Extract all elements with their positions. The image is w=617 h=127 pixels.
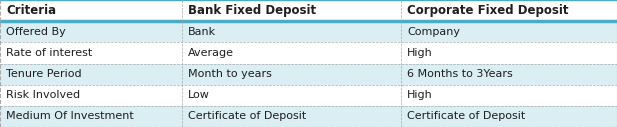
Text: Month to years: Month to years — [188, 69, 272, 79]
Text: Bank Fixed Deposit: Bank Fixed Deposit — [188, 4, 317, 17]
Text: 6 Months to 3Years: 6 Months to 3Years — [407, 69, 513, 79]
Bar — [401, 0, 617, 21]
Bar — [0, 42, 617, 64]
Bar — [0, 85, 617, 106]
Text: Low: Low — [188, 90, 210, 100]
Text: Risk Involved: Risk Involved — [6, 90, 80, 100]
Text: Certificate of Deposit: Certificate of Deposit — [407, 111, 526, 121]
Text: Certificate of Deposit: Certificate of Deposit — [188, 111, 307, 121]
Text: Corporate Fixed Deposit: Corporate Fixed Deposit — [407, 4, 569, 17]
Text: Tenure Period: Tenure Period — [6, 69, 82, 79]
Bar — [0, 0, 182, 21]
Text: Rate of interest: Rate of interest — [6, 48, 93, 58]
Text: Offered By: Offered By — [6, 27, 66, 37]
Bar — [0, 21, 617, 42]
Bar — [0, 106, 617, 127]
Bar — [182, 0, 401, 21]
Text: High: High — [407, 90, 433, 100]
Bar — [0, 64, 617, 85]
Text: Criteria: Criteria — [6, 4, 56, 17]
Text: High: High — [407, 48, 433, 58]
Text: Average: Average — [188, 48, 234, 58]
Text: Medium Of Investment: Medium Of Investment — [6, 111, 134, 121]
Text: Company: Company — [407, 27, 460, 37]
Text: Bank: Bank — [188, 27, 217, 37]
